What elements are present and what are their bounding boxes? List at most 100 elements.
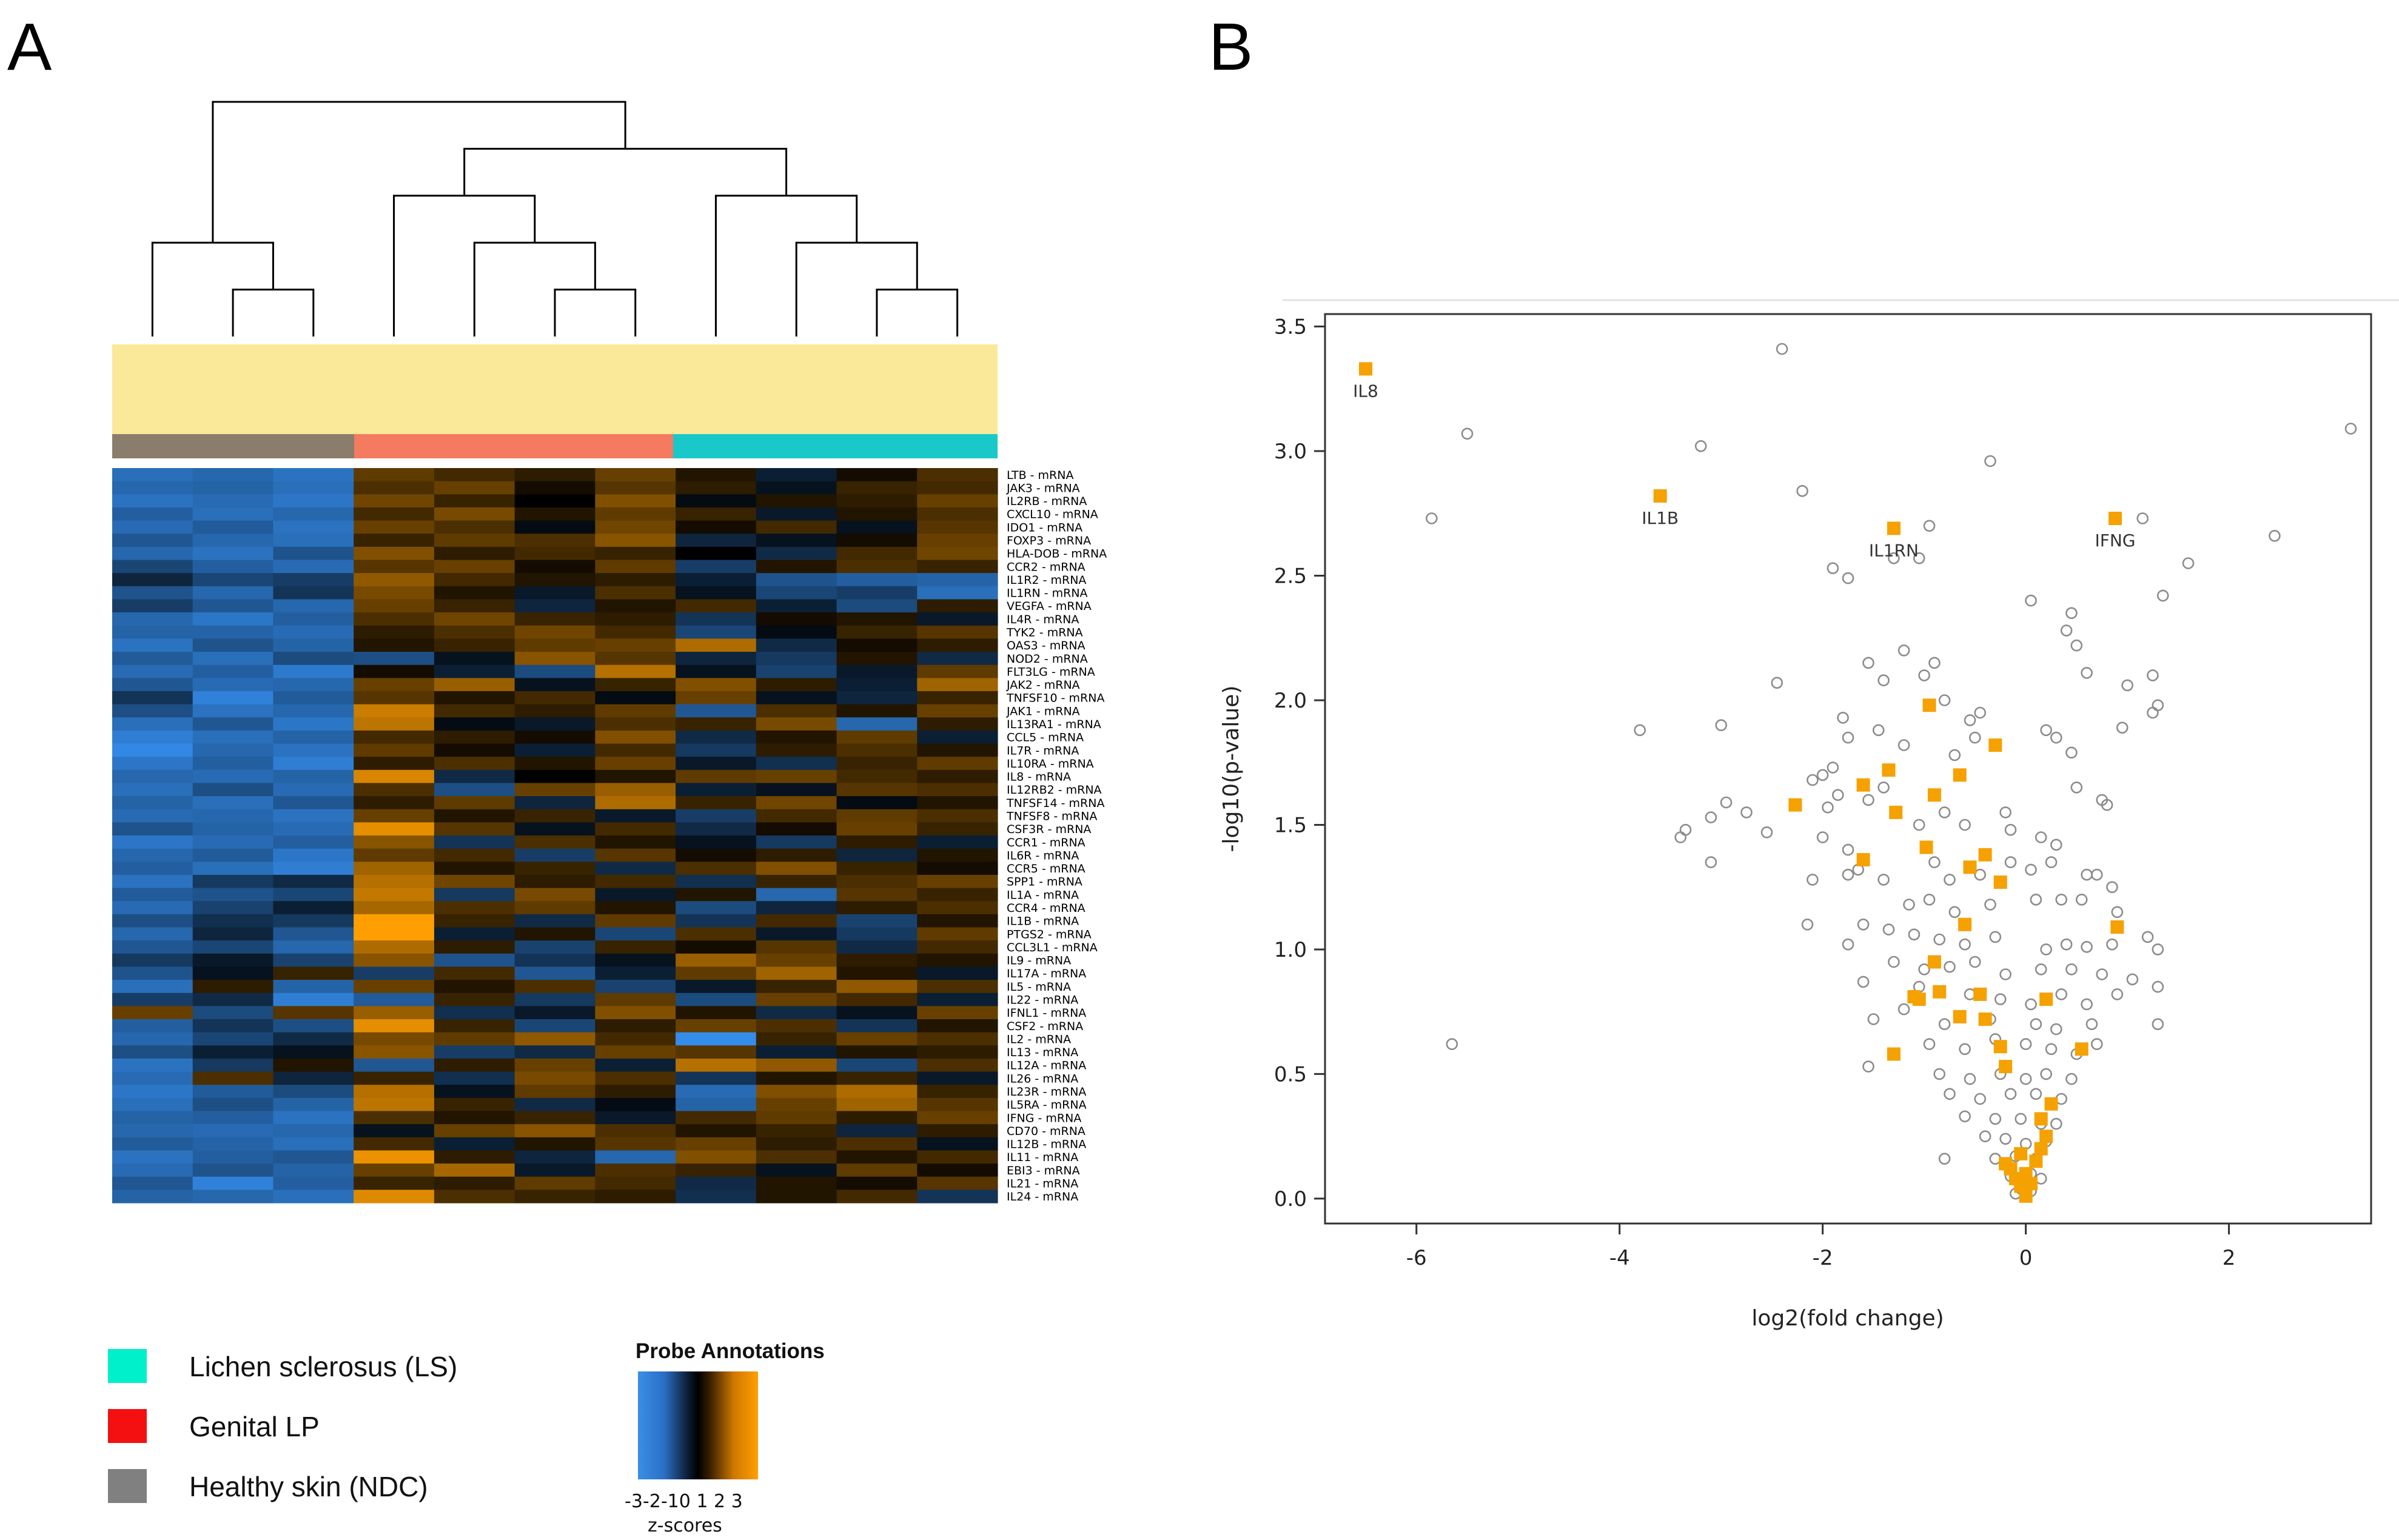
heatmap-cell	[354, 783, 435, 797]
heatmap-cell	[192, 862, 274, 875]
volcano-point	[1827, 762, 1839, 774]
heatmap-cell	[836, 980, 918, 994]
heatmap-cell	[273, 1019, 354, 1033]
heatmap-cell	[273, 953, 354, 968]
heatmap-cell	[756, 691, 837, 705]
heatmap-cell	[595, 665, 676, 678]
volcano-point	[1842, 938, 1854, 951]
gene-label: JAK1 - mRNA	[1006, 705, 1080, 718]
heatmap-cell	[756, 730, 837, 745]
heatmap-cell	[756, 1058, 837, 1073]
heatmap-cell	[192, 1071, 274, 1085]
volcano-point	[1999, 968, 2011, 980]
highlight-point	[1927, 788, 1941, 802]
heatmap-cell	[354, 848, 435, 862]
heatmap-cell	[836, 1163, 918, 1177]
heatmap-cell	[112, 546, 193, 561]
heatmap-cell	[434, 743, 515, 757]
heatmap-cell	[354, 704, 435, 718]
heatmap-cell	[756, 1150, 837, 1164]
y-axis-label: -log10(p-value)	[1219, 686, 1244, 852]
heatmap-cell	[756, 1111, 837, 1125]
heatmap-cell	[112, 757, 193, 771]
volcano-point	[2045, 856, 2058, 868]
heatmap-cell	[112, 835, 193, 849]
heatmap-cell	[595, 507, 676, 521]
gene-label: CCL5 - mRNA	[1007, 731, 1084, 745]
volcano-point	[2004, 823, 2017, 836]
volcano-point	[1999, 1133, 2011, 1145]
heatmap-cell	[756, 534, 837, 547]
volcano-point	[1816, 831, 1829, 843]
volcano-point	[2070, 639, 2083, 652]
heatmap-cell	[676, 848, 757, 862]
heatmap-cell	[917, 573, 998, 587]
colorbar-gradient	[638, 1371, 758, 1479]
heatmap-cell	[273, 704, 354, 718]
heatmap-cell	[836, 1019, 918, 1033]
heatmap-cell	[676, 560, 757, 574]
volcano-point	[1928, 657, 1941, 669]
heatmap-cell	[917, 914, 998, 928]
heatmap-cell	[836, 1176, 918, 1190]
volcano-point	[2116, 721, 2129, 734]
heatmap-cell	[756, 507, 837, 521]
heatmap-cell	[514, 1163, 596, 1177]
volcano-point	[2269, 529, 2281, 542]
heatmap-cell	[836, 1111, 918, 1125]
y-tick-label: 0.5	[1274, 1062, 1307, 1086]
gene-label: IL7R - mRNA	[1007, 744, 1079, 757]
heatmap-cell	[112, 717, 193, 731]
heatmap-cell	[514, 966, 596, 980]
heatmap-cell	[434, 599, 515, 613]
volcano-point	[1715, 719, 1727, 731]
heatmap-cell	[434, 520, 515, 534]
volcano-point	[1882, 923, 1895, 936]
heatmap-cell	[917, 1071, 998, 1085]
heatmap-cell	[273, 1058, 354, 1073]
heatmap-cell	[756, 835, 837, 849]
heatmap-cell	[917, 993, 998, 1006]
highlight-point	[1912, 993, 1926, 1006]
heatmap-cell	[112, 1032, 193, 1046]
dendrogram-branch	[714, 195, 858, 336]
heatmap-cell	[192, 599, 274, 613]
heatmap-cell	[273, 520, 354, 534]
heatmap-cell	[917, 1032, 998, 1046]
heatmap-cell	[514, 678, 596, 692]
heatmap-cell	[112, 953, 193, 968]
volcano-point	[1897, 1003, 1910, 1016]
highlight-point	[2034, 1142, 2048, 1156]
heatmap-cell	[676, 599, 757, 613]
heatmap-cell	[434, 546, 515, 561]
heatmap-cell	[112, 927, 193, 941]
heatmap-cell	[112, 599, 193, 613]
heatmap-cell	[756, 1124, 837, 1138]
heatmap-cell	[192, 546, 274, 561]
heatmap-cell	[676, 940, 757, 954]
gene-annotation: IFNG	[2095, 531, 2135, 551]
heatmap-cell	[434, 1006, 515, 1020]
legend-label-ls: Lichen sclerosus (LS)	[189, 1351, 457, 1382]
heatmap-cell	[917, 1176, 998, 1190]
heatmap-cell	[514, 835, 596, 849]
heatmap-cell	[354, 678, 435, 692]
volcano-point	[1771, 677, 1783, 689]
heatmap-cell	[354, 494, 435, 508]
heatmap-cell	[434, 888, 515, 902]
heatmap-cell	[112, 940, 193, 954]
volcano-point	[1994, 993, 2007, 1005]
volcano-point	[2035, 831, 2047, 843]
gene-label: CSF2 - mRNA	[1007, 1020, 1083, 1033]
heatmap-cell	[192, 757, 274, 771]
heatmap-cell	[676, 534, 757, 547]
heatmap-cell	[112, 874, 193, 889]
legend-label-lp: Genital LP	[189, 1411, 320, 1442]
heatmap-cell	[756, 1097, 837, 1112]
heatmap-cell	[836, 717, 918, 731]
legend-swatch-ndc	[108, 1469, 147, 1503]
heatmap-cell	[192, 769, 274, 784]
highlight-point	[2044, 1097, 2058, 1111]
heatmap-cell	[756, 940, 837, 954]
heatmap-cell	[192, 520, 274, 534]
